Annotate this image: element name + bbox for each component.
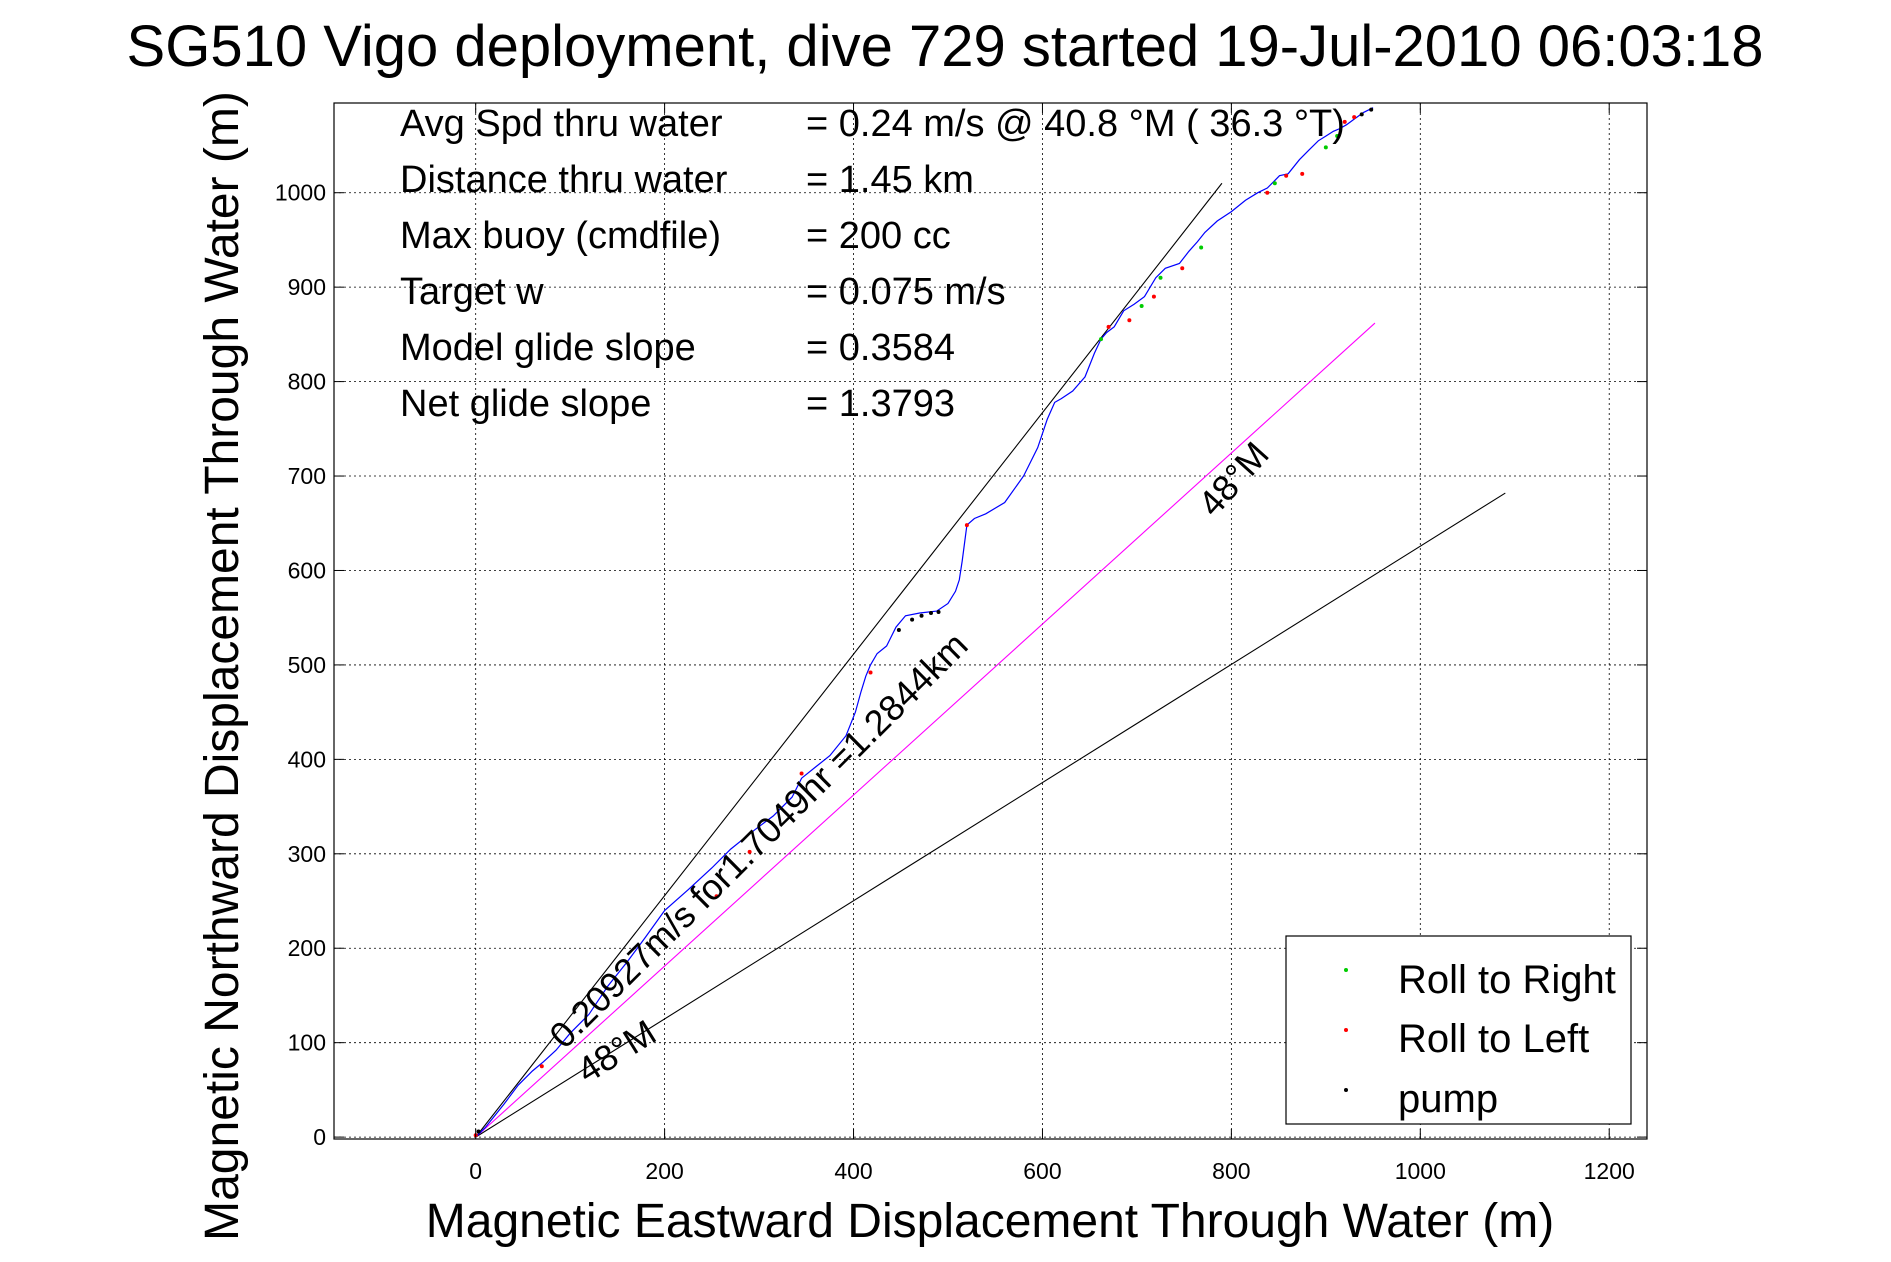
reference-line xyxy=(475,322,1376,1138)
stat-label: Model glide slope xyxy=(400,327,696,369)
legend-label-pump: pump xyxy=(1398,1077,1498,1121)
marker-pump xyxy=(936,610,941,615)
marker-roll-to-left xyxy=(1342,119,1347,124)
marker-pump xyxy=(919,613,924,618)
stat-label: Avg Spd thru water xyxy=(400,103,723,145)
marker-pump xyxy=(910,617,915,622)
marker-roll-to-left xyxy=(714,894,719,899)
y-axis-ticks: 0 100 200 300 400 500 600 700 800 900 1000 xyxy=(275,180,1647,1150)
legend-box xyxy=(1285,935,1632,1125)
track-line xyxy=(475,107,1374,1138)
reference-line xyxy=(475,182,1223,1138)
marker-roll-to-left xyxy=(868,670,873,675)
marker-roll-to-left xyxy=(1352,115,1357,120)
x-tick-label: 1000 xyxy=(1395,1158,1446,1184)
legend-marker-roll-left xyxy=(1344,1028,1348,1032)
marker-roll-to-left xyxy=(1106,324,1111,329)
y-tick-label: 0 xyxy=(313,1124,326,1150)
x-axis-ticks: 0 200 400 600 800 1000 1200 xyxy=(469,103,1635,1184)
legend: Roll to Right Roll to Left pump xyxy=(1285,935,1632,1125)
legend-marker-pump xyxy=(1344,1088,1348,1092)
marker-pump xyxy=(1359,112,1364,117)
y-tick-label: 300 xyxy=(288,841,326,867)
marker-roll-to-left xyxy=(1284,173,1289,178)
marker-roll-to-right xyxy=(1158,275,1163,280)
legend-label-roll-left: Roll to Left xyxy=(1398,1017,1589,1061)
x-tick-label: 200 xyxy=(645,1158,683,1184)
stats-block: Avg Spd thru water = 0.24 m/s @ 40.8 °M (… xyxy=(400,103,1345,425)
x-tick-label: 600 xyxy=(1023,1158,1061,1184)
marker-roll-to-right xyxy=(1139,304,1144,309)
legend-marker-roll-right xyxy=(1344,968,1348,972)
x-tick-label: 0 xyxy=(469,1158,482,1184)
legend-label-roll-right: Roll to Right xyxy=(1398,958,1616,1002)
y-tick-label: 1000 xyxy=(275,180,326,206)
reference-lines xyxy=(475,182,1506,1138)
grid-lines xyxy=(334,103,1647,1139)
stat-label: Max buoy (cmdfile) xyxy=(400,215,721,257)
y-tick-label: 200 xyxy=(288,935,326,961)
marker-roll-to-left xyxy=(799,771,804,776)
stat-value: = 1.3793 xyxy=(806,383,955,425)
y-tick-label: 100 xyxy=(288,1030,326,1056)
y-tick-label: 800 xyxy=(288,369,326,395)
marker-pump xyxy=(928,610,933,615)
y-tick-label: 500 xyxy=(288,652,326,678)
marker-roll-to-left xyxy=(1180,266,1185,271)
stat-value: = 0.075 m/s xyxy=(806,271,1006,313)
marker-roll-to-right xyxy=(1199,245,1204,250)
y-tick-label: 400 xyxy=(288,746,326,772)
marker-roll-to-left xyxy=(747,849,752,854)
marker-roll-to-left xyxy=(539,1064,544,1069)
line-annotation: 0.20927m/s for1.7049hr =1.2844km xyxy=(541,624,975,1056)
marker-roll-to-left xyxy=(1127,318,1132,323)
x-tick-label: 800 xyxy=(1212,1158,1250,1184)
marker-pump xyxy=(1369,107,1374,112)
stat-value: = 0.3584 xyxy=(806,327,955,369)
marker-roll-to-left xyxy=(964,523,969,528)
marker-roll-to-right xyxy=(1272,181,1277,186)
stat-label: Target w xyxy=(400,271,544,313)
marker-pump xyxy=(476,1129,481,1134)
marker-roll-to-right xyxy=(1335,134,1340,139)
stat-label: Distance thru water xyxy=(400,159,728,201)
y-tick-label: 700 xyxy=(288,463,326,489)
marker-roll-to-right xyxy=(1099,337,1104,342)
stat-value: = 200 cc xyxy=(806,215,951,257)
y-tick-label: 600 xyxy=(288,557,326,583)
stat-label: Net glide slope xyxy=(400,383,651,425)
marker-roll-to-left xyxy=(1300,171,1305,176)
marker-roll-to-left xyxy=(1151,294,1156,299)
stat-value: = 1.45 km xyxy=(806,159,974,201)
stat-value: = 0.24 m/s @ 40.8 °M ( 36.3 °T) xyxy=(806,103,1345,145)
x-tick-label: 1200 xyxy=(1584,1158,1635,1184)
reference-line xyxy=(475,492,1506,1138)
marker-pump xyxy=(896,627,901,632)
x-tick-label: 400 xyxy=(834,1158,872,1184)
marker-roll-to-left xyxy=(1265,190,1270,195)
plot-frame xyxy=(333,102,1648,1140)
y-axis-label: Magnetic Northward Displacement Through … xyxy=(196,91,249,1241)
y-tick-label: 900 xyxy=(288,274,326,300)
chart-title: SG510 Vigo deployment, dive 729 started … xyxy=(127,14,1764,79)
track-markers xyxy=(473,107,1374,1138)
x-axis-label: Magnetic Eastward Displacement Through W… xyxy=(426,1195,1554,1248)
marker-roll-to-right xyxy=(1323,145,1328,150)
